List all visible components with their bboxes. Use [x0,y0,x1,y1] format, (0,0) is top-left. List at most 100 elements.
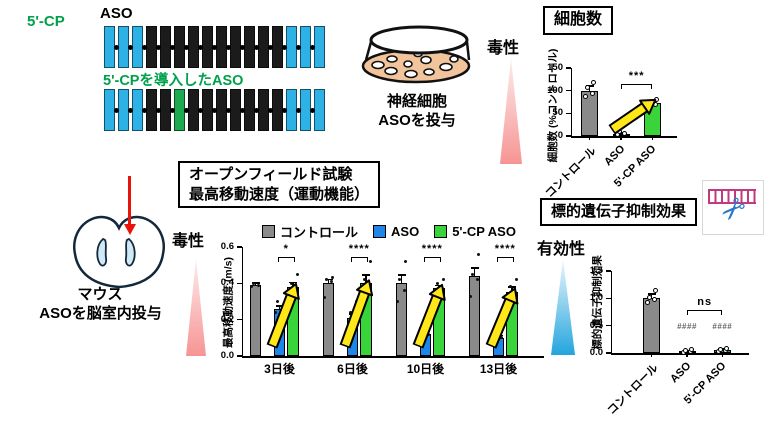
backbone-linkage-dot [254,107,259,113]
data-point [477,252,480,256]
y-tick [565,135,571,137]
x-group-label: 6日後 [337,362,368,376]
data-point [652,101,658,107]
data-point [347,323,350,327]
y-tick-label: 0.5 [589,319,603,331]
data-point [331,276,334,280]
data-point [513,290,517,294]
error-bar-cap [289,281,297,284]
error-bar [473,267,476,277]
backbone-linkage-dot [254,44,259,50]
bar [433,287,445,356]
legend-swatch-cp-aso [434,225,448,238]
data-point [476,278,479,282]
backbone-linkage-dot [212,107,217,113]
efficacy-gradient-triangle [551,259,575,355]
error-bar-cap [362,274,370,276]
legend-item-control: コントロール [262,222,358,241]
error-bar [400,275,403,284]
suppression-panel-title: 標的遺伝子抑制効果 [540,198,698,226]
data-point [287,300,291,303]
backbone-linkage-dot [226,44,231,50]
x-axis-line [241,356,544,358]
y-tick [236,318,242,321]
data-point [723,346,729,352]
openfield-panel-title: オープンフィールド試験 最高移動速度（運動機能） [178,161,381,208]
data-point [403,289,406,293]
data-point [508,285,512,289]
cell-culture-label-1: 神経細胞 [386,93,447,110]
y-tick-label: 0.0 [220,350,234,361]
bar [249,285,262,356]
data-point [420,341,423,345]
injection-arrow-line [128,176,131,226]
x-tick [588,136,591,140]
backbone-linkage-dot [282,107,287,113]
backbone-linkage-dot [240,107,245,113]
five-cp-label: 5'-CP [27,13,65,30]
hash-annotation: #### [712,322,733,332]
significance-bracket [687,310,723,316]
y-axis-line [610,271,612,355]
backbone-linkage-dot [268,44,273,50]
data-point [355,300,358,303]
error-bar-cap [470,267,479,269]
x-tick [650,353,653,357]
y-tick [605,352,611,354]
backbone-linkage-dot [114,107,119,113]
data-point [252,281,255,285]
x-group-label: 10日後 [406,362,445,376]
mouse-brain-section [73,215,165,289]
backbone-linkage-dot [282,44,287,50]
bar [322,283,335,356]
data-point [367,290,371,294]
backbone-linkage-dot [170,107,175,113]
data-point [583,93,589,99]
data-point [250,285,253,289]
error-bar [365,275,367,284]
toxicity-gradient-triangle-cells [500,58,522,164]
data-point [274,310,277,314]
backbone-linkage-dot [128,107,133,113]
openfield-title-line-2: 最高移動速度（運動機能） [189,185,370,203]
y-tick-label: 0.2 [220,313,234,325]
significance-bracket [277,256,295,262]
backbone-linkage-dot [128,44,133,50]
data-point [404,260,407,264]
significance-label: *** [628,69,645,82]
significance-bracket [496,256,514,262]
mouse-label-2: ASOを脳室内投与 [39,305,162,322]
data-point [396,300,399,303]
data-point [471,272,474,276]
data-point [647,99,653,105]
y-tick [605,324,611,327]
y-tick-label: 100 [547,84,563,96]
error-bar [254,282,257,286]
data-point [645,300,651,306]
x-group-label: 13日後 [479,362,518,376]
error-bar-cap [647,293,656,295]
legend-item-aso: ASO [373,224,419,239]
data-point [325,278,328,282]
cell-culture-label-2: ASOを投与 [378,112,456,129]
data-point [276,300,279,303]
y-tick [565,67,571,69]
y-tick-label: 0.0 [589,347,603,358]
data-point [493,339,496,343]
data-point [289,281,293,285]
openfield-title-line-1: オープンフィールド試験 [189,166,353,183]
y-tick-label: 150 [547,62,563,73]
toxicity-label-mouse: 毒性 [172,233,205,250]
backbone-linkage-dot [310,107,315,113]
legend-label-control: コントロール [280,225,359,240]
bar [287,286,299,356]
backbone-linkage-dot [296,107,301,113]
petri-dish-icon [361,25,471,84]
significance-bracket [350,256,368,262]
y-tick-label: 1.5 [589,265,603,276]
y-tick [565,89,571,92]
efficacy-label: 有効性 [537,241,586,258]
error-bar-cap [508,286,516,288]
blue-nucleotide-bar [314,26,325,68]
mrna-cleavage-icon: ✂ [702,180,764,235]
